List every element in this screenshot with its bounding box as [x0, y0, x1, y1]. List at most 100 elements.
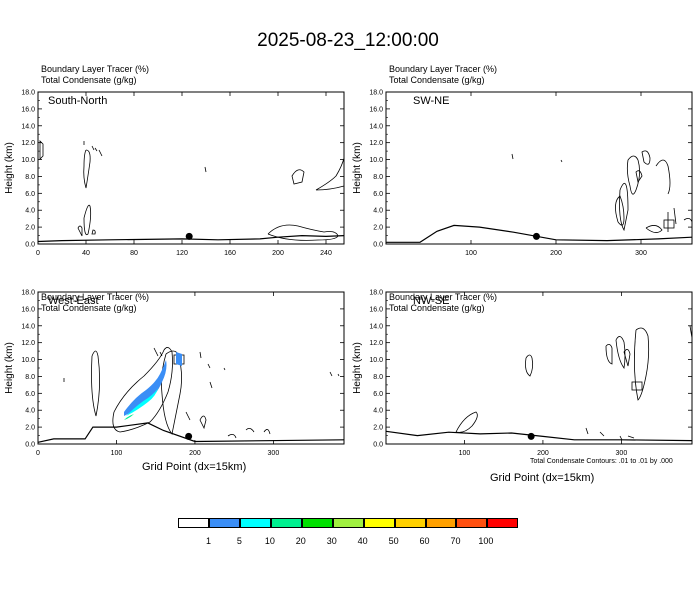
colorbar-swatch — [332, 518, 364, 528]
y-tick-label: 4.0 — [25, 408, 35, 415]
colorbar-swatch — [239, 518, 271, 528]
plot-frame — [385, 91, 693, 245]
y-tick-label: 18.0 — [369, 90, 383, 97]
x-tick-label: 200 — [272, 250, 284, 257]
terrain-line — [385, 430, 693, 442]
y-tick-label: 6.0 — [373, 191, 383, 198]
y-tick-label: 14.0 — [369, 123, 383, 130]
colorbar-label: 40 — [357, 536, 368, 546]
x-tick-label: 40 — [82, 250, 90, 257]
colorbar-label: 70 — [450, 536, 461, 546]
y-tick-label: 4.0 — [25, 208, 35, 215]
panel-swne-header: Boundary Layer Tracer (%) Total Condensa… — [389, 64, 497, 86]
tracer-label: Boundary Layer Tracer (%) — [389, 292, 498, 302]
y-axis-label: Height (km) — [352, 142, 363, 194]
y-tick-label: 10.0 — [21, 157, 35, 164]
x-tick-label: 160 — [224, 250, 236, 257]
y-tick-label: 14.0 — [21, 323, 35, 330]
colorbar-swatch — [208, 518, 240, 528]
x-tick-label: 80 — [130, 250, 138, 257]
y-axis-label: Height (km) — [4, 142, 15, 194]
y-tick-label: 10.0 — [21, 357, 35, 364]
x-tick-label: 100 — [465, 250, 477, 257]
y-tick-label: 12.0 — [369, 340, 383, 347]
plot-frame — [37, 291, 345, 445]
y-tick-label: 2.0 — [373, 225, 383, 232]
colorbar-label: 10 — [264, 536, 275, 546]
x-tick-label: 120 — [176, 250, 188, 257]
x-axis-label: Grid Point (dx=15km) — [490, 472, 595, 484]
x-tick-label: 100 — [111, 450, 123, 457]
panel-name: South-North — [48, 95, 107, 107]
panel-name: SW-NE — [413, 95, 449, 107]
panel-name: NW-SE — [413, 295, 449, 307]
colorbar-label: 100 — [478, 536, 494, 546]
colorbar-label: 60 — [419, 536, 430, 546]
colorbar-swatch — [394, 518, 426, 528]
y-tick-label: 8.0 — [25, 174, 35, 181]
tracer-label: Boundary Layer Tracer (%) — [389, 64, 498, 74]
colorbar-swatch — [301, 518, 333, 528]
y-tick-label: 16.0 — [21, 306, 35, 313]
main-title: 2025-08-23_12:00:00 — [257, 30, 439, 51]
terrain-line — [37, 234, 345, 243]
x-tick-label: 200 — [189, 450, 201, 457]
y-tick-label: 10.0 — [369, 157, 383, 164]
condensate-label: Total Condensate (g/kg) — [389, 303, 485, 313]
y-tick-label: 16.0 — [369, 306, 383, 313]
y-tick-label: 2.0 — [25, 425, 35, 432]
x-tick-label: 240 — [320, 250, 332, 257]
x-tick-label: 0 — [36, 450, 40, 457]
tracer-shading-we — [124, 352, 182, 420]
condensate-label: Total Condensate (g/kg) — [41, 303, 137, 313]
location-marker — [185, 432, 193, 440]
y-tick-label: 6.0 — [25, 391, 35, 398]
colorbar-label: 5 — [236, 536, 242, 546]
y-tick-label: 12.0 — [21, 140, 35, 147]
colorbar-label: 20 — [295, 536, 306, 546]
x-tick-label: 300 — [635, 250, 647, 257]
condensate-contours-we — [63, 347, 340, 439]
x-tick-label: 300 — [616, 450, 628, 457]
terrain-line — [386, 224, 693, 243]
y-tick-label: 6.0 — [25, 191, 35, 198]
x-tick-label: 0 — [36, 250, 40, 257]
location-marker — [532, 232, 540, 240]
y-axis-label: Height (km) — [352, 342, 363, 394]
colorbar-swatch — [270, 518, 302, 528]
colorbar-swatch — [456, 518, 488, 528]
colorbar-swatch — [178, 518, 209, 528]
condensate-label: Total Condensate (g/kg) — [41, 75, 137, 85]
y-tick-label: 8.0 — [373, 174, 383, 181]
panel-we-header: Boundary Layer Tracer (%) Total Condensa… — [41, 292, 149, 314]
y-tick-label: 0.0 — [25, 442, 35, 449]
x-tick-label: 100 — [459, 450, 471, 457]
y-tick-label: 10.0 — [369, 357, 383, 364]
x-axis-label: Grid Point (dx=15km) — [142, 461, 247, 473]
y-tick-label: 0.0 — [373, 242, 383, 249]
y-tick-label: 2.0 — [25, 225, 35, 232]
y-tick-label: 8.0 — [25, 374, 35, 381]
y-tick-label: 0.0 — [373, 442, 383, 449]
panel-sn-header: Boundary Layer Tracer (%) Total Condensa… — [41, 64, 149, 86]
y-tick-label: 4.0 — [373, 408, 383, 415]
location-marker — [527, 432, 535, 440]
panel-name: West-East — [48, 295, 99, 307]
condensate-contours-sn — [39, 140, 345, 241]
x-tick-label: 200 — [550, 250, 562, 257]
colorbar-label: 50 — [388, 536, 399, 546]
y-tick-label: 4.0 — [373, 208, 383, 215]
x-tick-label: 300 — [268, 450, 280, 457]
colorbar-swatch — [363, 518, 395, 528]
colorbar-swatch — [425, 518, 457, 528]
panel-nwse-header: Boundary Layer Tracer (%) Total Condensa… — [389, 292, 497, 314]
y-tick-label: 16.0 — [369, 106, 383, 113]
y-tick-label: 16.0 — [21, 106, 35, 113]
y-tick-label: 14.0 — [21, 123, 35, 130]
colorbar-swatch — [487, 518, 519, 528]
tracer-label: Boundary Layer Tracer (%) — [41, 64, 150, 74]
y-tick-label: 18.0 — [21, 290, 35, 297]
y-tick-label: 6.0 — [373, 391, 383, 398]
condensate-contours-nwse — [455, 325, 693, 441]
y-tick-label: 14.0 — [369, 323, 383, 330]
